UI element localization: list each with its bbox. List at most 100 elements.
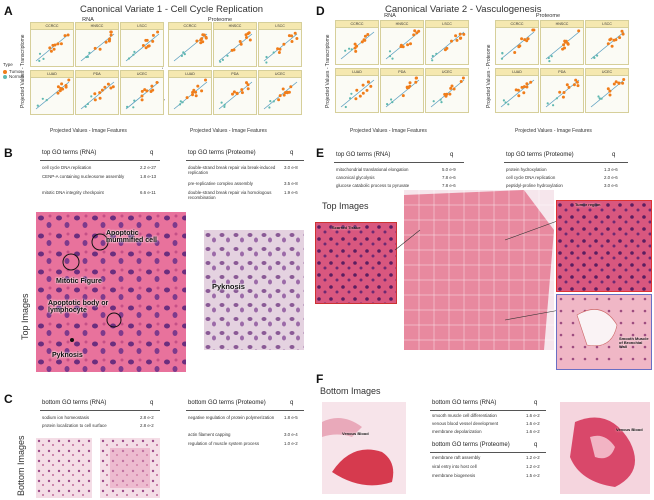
facet-scatter [35,33,70,62]
tumor-point [606,42,610,46]
tumor-point [354,49,358,53]
annotation-tumor-region: Tumor region [575,202,601,207]
normal-point [86,102,89,106]
panel-a-xlabel-rna: Projected Values - Image Features [50,128,127,134]
facet-scatter [430,76,465,108]
tumor-point [56,42,60,46]
tumor-point [564,39,568,43]
normal-point [88,51,91,54]
tumor-point [191,93,194,97]
facet-strip-label: CCRCC [169,23,211,30]
normal-point [390,98,393,101]
normal-point [500,57,504,60]
normal-point [179,100,182,103]
go-q-value: 2.0 e-6 [604,175,618,180]
normal-point [181,101,184,104]
tumor-point [143,88,147,92]
normal-point [36,104,39,107]
facet-strip-label: CCRCC [496,21,538,28]
tumor-point [622,78,626,81]
normal-point [41,97,44,100]
panel-a-xlabel-proteome: Projected Values - Image Features [190,128,267,134]
tumor-point [245,81,248,85]
tumor-point [248,38,252,42]
go-q-value: 2.8 e-2 [140,415,154,420]
tumor-point [93,46,97,50]
tumor-point [525,82,529,86]
facet-hnscc: HNSCC [380,20,424,65]
legend-label-tumor: Tumor [9,69,22,74]
panel-a-rna-label: RNA [82,17,94,23]
normal-point [127,57,131,60]
normal-point [391,57,394,60]
go-term: double-strand break repair via break-ind… [188,165,276,176]
go-rule [186,160,304,161]
regression-line [35,33,70,62]
annotation-scarred-tissue: Scarred Tissue [332,225,361,230]
tumor-point [409,42,412,46]
go-q-value: 1.6 e-2 [526,413,540,418]
tumor-point [232,90,236,94]
normal-point [348,47,351,50]
tumor-point [231,92,234,96]
normal-point [133,50,136,53]
tumor-point [514,88,518,92]
he-stain-image [204,230,304,350]
go-term: membrane raft assembly [432,455,481,460]
facet-strip-label: UCEC [121,71,163,78]
tumor-point [414,80,418,84]
tumor-point [445,46,449,50]
facet-luad: LUAD [30,70,74,115]
tumor-region-image: Tumor region [556,200,652,292]
tumor-point [194,94,198,98]
go-q-value: 1.9 e-6 [284,190,298,195]
facet-scatter [385,76,420,108]
tumor-point [100,88,104,92]
go-q-value: 7.8 e-6 [442,183,456,188]
go-q-value: 5.0 e-9 [442,167,456,172]
facet-lscc: LSCC [585,20,629,65]
tumor-point [145,89,149,93]
he-stain-image [557,295,651,369]
normal-point [344,49,347,52]
panel-letter-e: E [316,146,325,160]
tumor-point [202,33,206,37]
tumor-point [235,92,239,96]
normal-point [504,101,507,104]
facet-pda: PDA [213,70,257,115]
facet-scatter [218,31,253,63]
panel-b-side-label: Top Images [20,293,30,340]
facet-strip-label: LSCC [426,21,468,28]
normal-point [502,99,505,102]
tumor-point [150,84,154,88]
tumor-point [240,88,244,92]
tumor-point [144,38,148,42]
go-term: mitochondrial translational elongation [336,167,409,172]
tumor-point [561,95,565,99]
facet-scatter [430,31,466,62]
tumor-point [617,81,621,85]
go-rna-header: top GO terms (RNA) [42,150,97,156]
facet-strip-label: HNSCC [381,21,423,28]
bottom-image-cell-cycle-1 [36,438,92,498]
normal-point [133,99,136,102]
facet-strip-label: LSCC [121,23,163,30]
facet-strip-label: PDA [76,71,118,78]
tumor-point [358,94,362,98]
legend-title: Type [3,62,13,67]
go-proteome-header: top GO terms (Proteome) [188,150,256,156]
annotation-venous-blood: Venous Blood [342,431,369,436]
facet-scatter [125,81,160,110]
annotation-pyknosis: Pyknosis [52,352,83,359]
tumor-point [56,85,60,89]
tumor-point [48,46,52,50]
go-q-value: 1.3 e-6 [604,167,618,172]
tumor-point [141,44,145,47]
tumor-point [67,78,71,82]
he-stain-image [100,438,160,498]
tumor-point [458,36,462,40]
tumor-point [109,33,113,37]
normal-point [272,51,275,54]
panel-a-title: Canonical Variate 1 - Cell Cycle Replica… [80,4,264,15]
tumor-point [156,30,160,34]
